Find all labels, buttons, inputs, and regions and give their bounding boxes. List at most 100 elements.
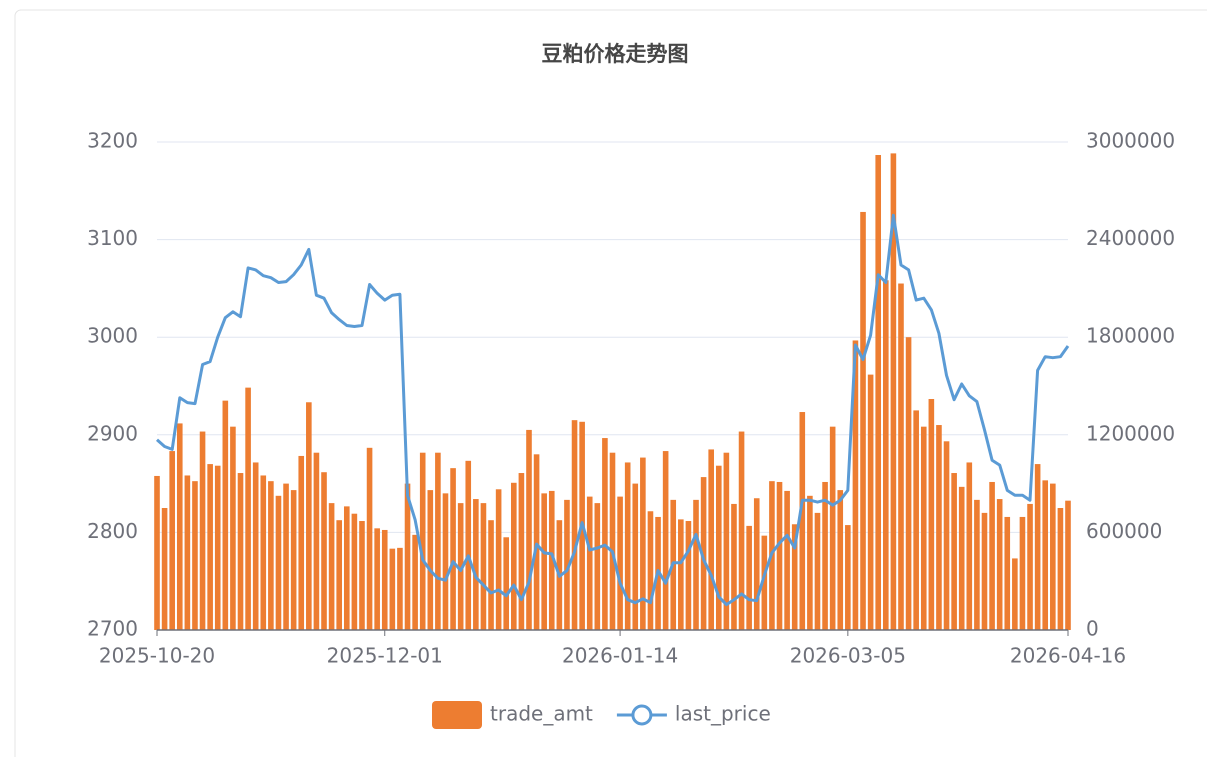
bar xyxy=(807,495,813,630)
legend-label: trade_amt xyxy=(490,702,593,726)
bar xyxy=(936,425,942,630)
bar xyxy=(450,468,456,630)
bar xyxy=(351,513,358,630)
bar xyxy=(1012,558,1018,630)
bar xyxy=(966,462,973,630)
bar xyxy=(920,426,927,630)
bar xyxy=(1042,480,1049,630)
bar xyxy=(488,520,494,630)
bar xyxy=(996,499,1003,630)
bar xyxy=(321,472,327,630)
bar xyxy=(602,438,608,630)
bar xyxy=(951,473,957,630)
bar xyxy=(245,387,251,630)
bar xyxy=(260,475,267,630)
bar xyxy=(943,441,950,630)
bar xyxy=(252,462,259,630)
bar xyxy=(564,499,570,630)
bar xyxy=(852,340,859,630)
bar xyxy=(875,155,882,630)
y2-tick-label: 1200000 xyxy=(1086,421,1175,445)
bar xyxy=(1019,516,1026,630)
bar xyxy=(306,402,312,630)
bar xyxy=(207,464,213,630)
bar xyxy=(442,493,449,630)
legend-label: last_price xyxy=(675,702,771,726)
bar xyxy=(518,473,525,630)
bar xyxy=(412,534,418,630)
bar xyxy=(313,452,320,630)
bar xyxy=(822,481,828,630)
bar xyxy=(837,490,844,630)
bar xyxy=(700,477,707,630)
bar xyxy=(154,475,160,630)
bar xyxy=(457,503,464,630)
bar xyxy=(275,495,282,630)
bar xyxy=(685,521,692,630)
bar xyxy=(761,535,768,630)
price-line xyxy=(155,213,1070,607)
bar xyxy=(913,410,919,630)
bar xyxy=(176,423,183,630)
bar xyxy=(230,426,236,630)
bar xyxy=(199,431,206,630)
bar xyxy=(343,506,350,630)
y-tick-label: 3100 xyxy=(87,226,138,250)
bar xyxy=(169,451,175,630)
bar xyxy=(571,420,578,630)
bar xyxy=(974,499,980,630)
bar xyxy=(1065,500,1071,630)
bar xyxy=(586,496,593,630)
bar xyxy=(374,528,380,630)
bar xyxy=(1004,516,1011,630)
legend-swatch xyxy=(631,704,653,726)
bar xyxy=(799,412,806,630)
bar xyxy=(784,490,790,630)
y-tick-label: 3000 xyxy=(87,324,138,348)
bar xyxy=(192,481,198,630)
bar xyxy=(283,483,289,630)
y2-tick-label: 3000000 xyxy=(1086,129,1175,153)
y2-tick-label: 600000 xyxy=(1086,519,1162,543)
bar xyxy=(776,481,783,630)
bar xyxy=(237,473,244,630)
bar xyxy=(647,511,654,630)
bar xyxy=(397,547,403,630)
bar xyxy=(427,490,434,630)
bar xyxy=(981,512,988,630)
bar xyxy=(328,503,335,630)
x-tick-label: 2025-12-01 xyxy=(327,644,443,668)
bar xyxy=(640,457,646,630)
y2-tick-label: 2400000 xyxy=(1086,226,1175,250)
y-tick-label: 2700 xyxy=(87,617,138,641)
bar xyxy=(867,374,874,630)
bar xyxy=(662,451,669,630)
bar xyxy=(678,519,684,630)
bar xyxy=(161,508,168,630)
legend-swatch xyxy=(432,701,482,729)
bar xyxy=(548,490,555,630)
bar xyxy=(495,489,502,630)
y-tick-label: 2800 xyxy=(87,519,138,543)
bar xyxy=(731,503,737,630)
bar xyxy=(389,548,396,630)
x-tick-label: 2026-03-05 xyxy=(790,644,906,668)
chart-title: 豆粕价格走势图 xyxy=(542,42,689,66)
y2-tick-label: 0 xyxy=(1086,617,1099,641)
bar xyxy=(791,524,798,630)
bar xyxy=(214,465,221,630)
bar xyxy=(268,481,274,630)
bar xyxy=(290,490,297,630)
bar xyxy=(526,429,532,630)
bar xyxy=(814,512,821,630)
bar xyxy=(366,447,373,630)
bar xyxy=(845,525,851,630)
bar xyxy=(746,525,752,630)
bar xyxy=(723,452,730,630)
bar xyxy=(359,521,365,630)
x-tick-label: 2026-01-14 xyxy=(562,644,678,668)
bar xyxy=(541,493,547,630)
x-tick-label: 2025-10-20 xyxy=(99,644,215,668)
bar xyxy=(419,452,426,630)
bar xyxy=(928,399,935,630)
